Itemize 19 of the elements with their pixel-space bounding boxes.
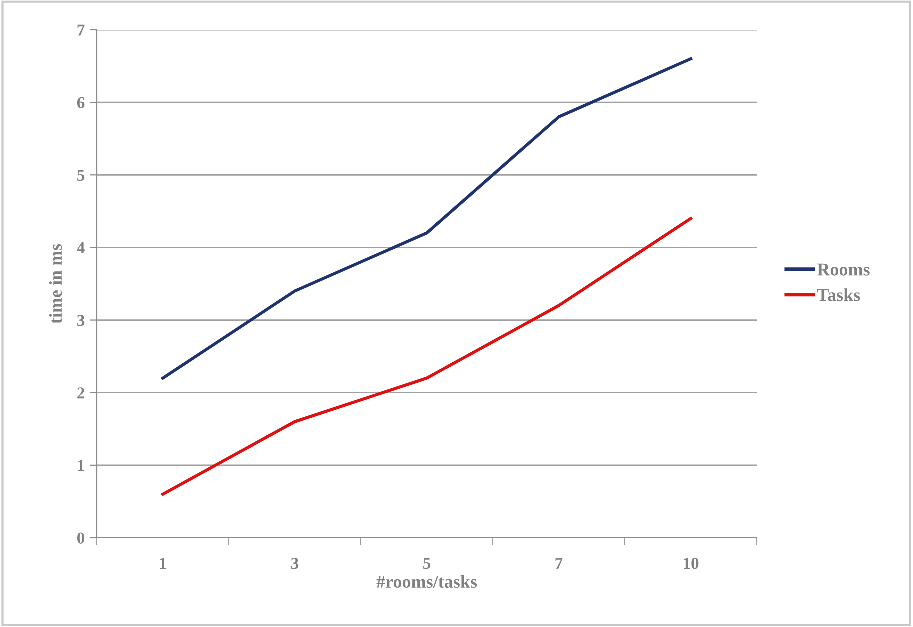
x-tick-label: 10 — [684, 558, 699, 570]
legend-label: Tasks — [817, 288, 860, 302]
x-tick-label: 3 — [291, 558, 299, 570]
y-tick-label: 5 — [78, 170, 85, 182]
y-tick-label: 0 — [77, 532, 85, 544]
legend-label: Rooms — [817, 264, 870, 276]
x-axis-title: #rooms/tasks — [376, 575, 478, 588]
line-series — [161, 58, 693, 380]
y-tick-label: 4 — [77, 242, 85, 254]
x-tick-label: 5 — [424, 558, 431, 570]
y-axis-title: time in ms — [49, 244, 62, 324]
y-tick-label: 6 — [77, 97, 85, 109]
y-tick-label: 2 — [78, 388, 84, 399]
x-tick-label: 1 — [160, 558, 166, 570]
x-tick-label: 7 — [556, 558, 563, 570]
y-tick-label: 7 — [78, 24, 85, 36]
line-series — [161, 217, 693, 496]
y-tick-label: 1 — [78, 460, 84, 472]
y-tick-label: 3 — [77, 315, 85, 326]
